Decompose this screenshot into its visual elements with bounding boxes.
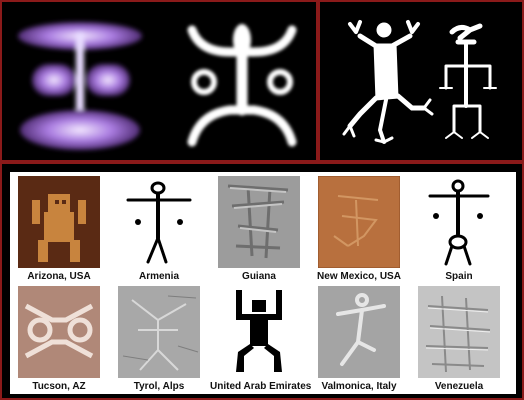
gallery-item-venezuela: Venezuela: [410, 286, 508, 392]
venezuela-petroglyph-image: [418, 286, 500, 378]
caption-tucson: Tucson, AZ: [32, 381, 86, 392]
caption-new-mexico: New Mexico, USA: [317, 271, 401, 282]
gallery-item-guiana: Guiana: [210, 176, 308, 282]
armenia-petroglyph-image: [118, 176, 200, 268]
tyrol-petroglyph-image: [118, 286, 200, 378]
caption-valmonica: Valmonica, Italy: [321, 381, 397, 392]
gallery-item-spain: Spain: [410, 176, 508, 282]
arizona-petroglyph-image: [18, 176, 100, 268]
gallery-item-new-mexico: New Mexico, USA: [310, 176, 408, 282]
gallery-item-uae: United Arab Emirates: [210, 286, 312, 392]
spain-petroglyph-image: [418, 176, 500, 268]
lizard-figure: [342, 20, 434, 144]
gallery-item-tyrol: Tyrol, Alps: [110, 286, 208, 392]
symbol-comparison-image: [18, 22, 297, 150]
lizard-petroglyph-image: [342, 20, 497, 144]
new-mexico-petroglyph-image: [318, 176, 400, 268]
caption-guiana: Guiana: [242, 271, 276, 282]
caption-arizona: Arizona, USA: [27, 271, 91, 282]
caption-spain: Spain: [445, 271, 473, 282]
caption-uae: United Arab Emirates: [210, 381, 312, 392]
caption-armenia: Armenia: [138, 271, 179, 282]
top-right-panel: [318, 0, 524, 162]
caption-venezuela: Venezuela: [434, 381, 484, 392]
guiana-petroglyph-image: [218, 176, 300, 268]
gallery-item-armenia: Armenia: [110, 176, 208, 282]
gallery-item-valmonica: Valmonica, Italy: [310, 286, 408, 392]
white-glow-symbol: [187, 24, 297, 147]
gallery-item-arizona: Arizona, USA: [10, 176, 108, 282]
top-left-panel: [0, 0, 318, 162]
tucson-petroglyph-image: [18, 286, 100, 378]
valmonica-petroglyph-image: [318, 286, 400, 378]
purple-glow-figure: [18, 22, 142, 150]
uae-petroglyph-image: [218, 286, 300, 378]
stick-figure-bird-head: [439, 23, 497, 139]
caption-tyrol: Tyrol, Alps: [133, 381, 185, 392]
petroglyph-gallery-panel: Arizona, USA Armenia: [0, 162, 524, 400]
petroglyph-gallery: Arizona, USA Armenia: [10, 172, 516, 394]
gallery-item-tucson: Tucson, AZ: [10, 286, 108, 392]
